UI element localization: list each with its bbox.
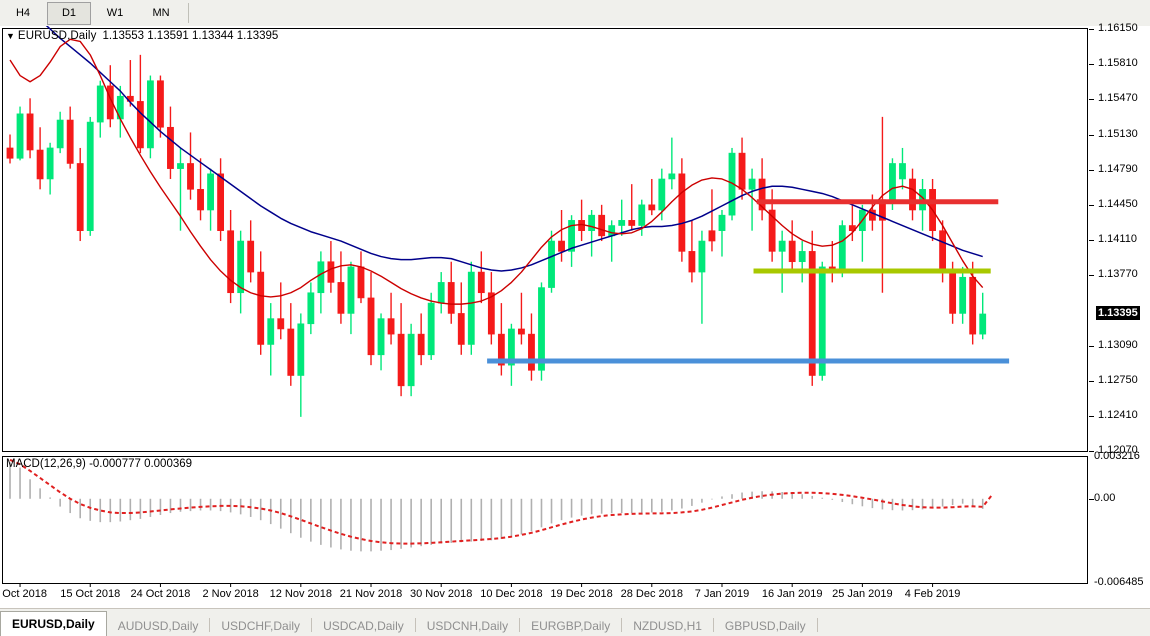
price-scale-label: 1.14790 bbox=[1098, 162, 1138, 175]
chart-area[interactable]: ▼ EURUSD,Daily 1.13553 1.13591 1.13344 1.1… bbox=[0, 22, 1150, 608]
price-scale-label: 1.14450 bbox=[1098, 197, 1138, 210]
date-axis-label: 25 Jan 2019 bbox=[832, 588, 893, 600]
symbol-tab-nzdusd[interactable]: NZDUSD,H1 bbox=[633, 618, 702, 633]
date-axis-label: 16 Jan 2019 bbox=[761, 588, 823, 600]
timeframe-button-mn[interactable]: MN bbox=[152, 7, 170, 19]
date-axis: 5 Oct 2018 15 Oct 2018 24 Oct 2018 2 Nov 20… bbox=[0, 586, 1150, 608]
price-scale-tick bbox=[1089, 29, 1094, 30]
date-axis-label: 15 Oct 2018 bbox=[60, 588, 121, 600]
macd-scale-label: 0.003216 bbox=[1094, 450, 1140, 462]
date-axis-label: 30 Nov 2018 bbox=[410, 588, 473, 600]
timeframe-button-w1[interactable]: W1 bbox=[106, 7, 124, 19]
symbol-tab-divider bbox=[209, 618, 211, 632]
price-scale-label: 1.14110 bbox=[1098, 233, 1137, 245]
price-scale-tick bbox=[1089, 345, 1094, 347]
date-axis-label: 28 Dec 2018 bbox=[620, 588, 683, 600]
price-scale-tick bbox=[1089, 451, 1094, 452]
symbol-tab-gbpusd[interactable]: GBPUSD,Daily bbox=[724, 618, 806, 633]
symbol-tab-usdchf[interactable]: USDCHF,Daily bbox=[221, 618, 301, 633]
timeframe-button-h4[interactable]: H4 bbox=[15, 7, 31, 19]
date-axis-label: 19 Dec 2018 bbox=[550, 588, 613, 600]
price-scale-tick bbox=[1089, 380, 1094, 382]
price-pane[interactable] bbox=[2, 28, 1088, 452]
symbol-tab-divider bbox=[519, 618, 521, 632]
price-scale-label: 1.15130 bbox=[1098, 127, 1138, 140]
price-scale-tick bbox=[1089, 275, 1094, 277]
price-scale-label: 1.15810 bbox=[1098, 57, 1138, 70]
symbol-tab-usdcad[interactable]: USDCAD,Daily bbox=[323, 618, 404, 633]
macd-scale-label: -0.006485 bbox=[1094, 576, 1144, 588]
price-scale-label: 1.12070 bbox=[1098, 444, 1138, 456]
price-scale-tick bbox=[1089, 204, 1094, 206]
toolbar-divider bbox=[188, 3, 189, 23]
date-axis-label: 7 Jan 2019 bbox=[694, 588, 750, 600]
symbol-tab-divider bbox=[311, 618, 313, 632]
timeframe-button-d1[interactable]: D1 bbox=[47, 1, 91, 25]
symbol-tab-audusd[interactable]: AUDUSD,Daily bbox=[117, 618, 199, 633]
price-scale-tick bbox=[1089, 64, 1094, 66]
price-scale-tick bbox=[1089, 415, 1094, 417]
symbol-tab-usdcnh[interactable]: USDCNH,Daily bbox=[426, 618, 509, 633]
timeframe-toolbar: H4 D1 W1 MN bbox=[0, 0, 1150, 27]
symbol-tab-bar: EURUSD,Daily AUDUSD,Daily USDCHF,Daily USDC… bbox=[0, 608, 1150, 636]
symbol-tab-divider bbox=[816, 618, 818, 632]
symbol-tab-divider bbox=[414, 618, 416, 632]
chevron-down-icon[interactable]: ▼ bbox=[6, 30, 15, 41]
price-scale-label: 1.13090 bbox=[1098, 338, 1138, 351]
symbol-tab-divider bbox=[621, 618, 623, 632]
price-scale-label: 1.15470 bbox=[1098, 92, 1138, 105]
macd-scale-tick bbox=[1089, 498, 1094, 500]
current-price-label: 1.13395 bbox=[1096, 305, 1140, 320]
symbol-tab-eurgbp[interactable]: EURGBP,Daily bbox=[531, 618, 611, 633]
price-scale-label: 1.12750 bbox=[1098, 373, 1138, 386]
price-scale-tick bbox=[1089, 134, 1094, 136]
price-scale-tick bbox=[1089, 240, 1094, 241]
date-axis-label: 21 Nov 2018 bbox=[339, 588, 403, 600]
symbol-tab-eurusd[interactable]: EURUSD,Daily bbox=[0, 611, 107, 636]
date-axis-label: 2 Nov 2018 bbox=[202, 588, 259, 600]
chart-ohlc-header: ▼ EURUSD,Daily 1.13553 1.13591 1.13344 1.1… bbox=[6, 30, 278, 42]
date-axis-label: 12 Nov 2018 bbox=[269, 588, 333, 600]
price-scale-label: 1.12410 bbox=[1098, 408, 1138, 421]
symbol-tab-divider bbox=[712, 618, 714, 632]
price-scale-tick bbox=[1089, 99, 1094, 101]
chart-ohlc-values: 1.13553 1.13591 1.13344 1.13395 bbox=[102, 30, 279, 42]
date-axis-label: 10 Dec 2018 bbox=[480, 588, 543, 600]
price-scale-label: 1.16150 bbox=[1098, 22, 1138, 34]
macd-indicator-label: MACD(12,26,9) -0.000777 0.000369 bbox=[6, 458, 193, 470]
chart-symbol-label: EURUSD,Daily bbox=[17, 30, 97, 42]
price-scale-label: 1.13770 bbox=[1098, 268, 1138, 281]
price-scale-tick bbox=[1089, 169, 1094, 171]
macd-pane[interactable] bbox=[2, 456, 1088, 584]
date-axis-label: 5 Oct 2018 bbox=[0, 588, 47, 600]
date-axis-label: 4 Feb 2019 bbox=[904, 588, 961, 600]
macd-scale-label: 0.00 bbox=[1094, 491, 1116, 504]
date-axis-label: 24 Oct 2018 bbox=[130, 588, 191, 600]
